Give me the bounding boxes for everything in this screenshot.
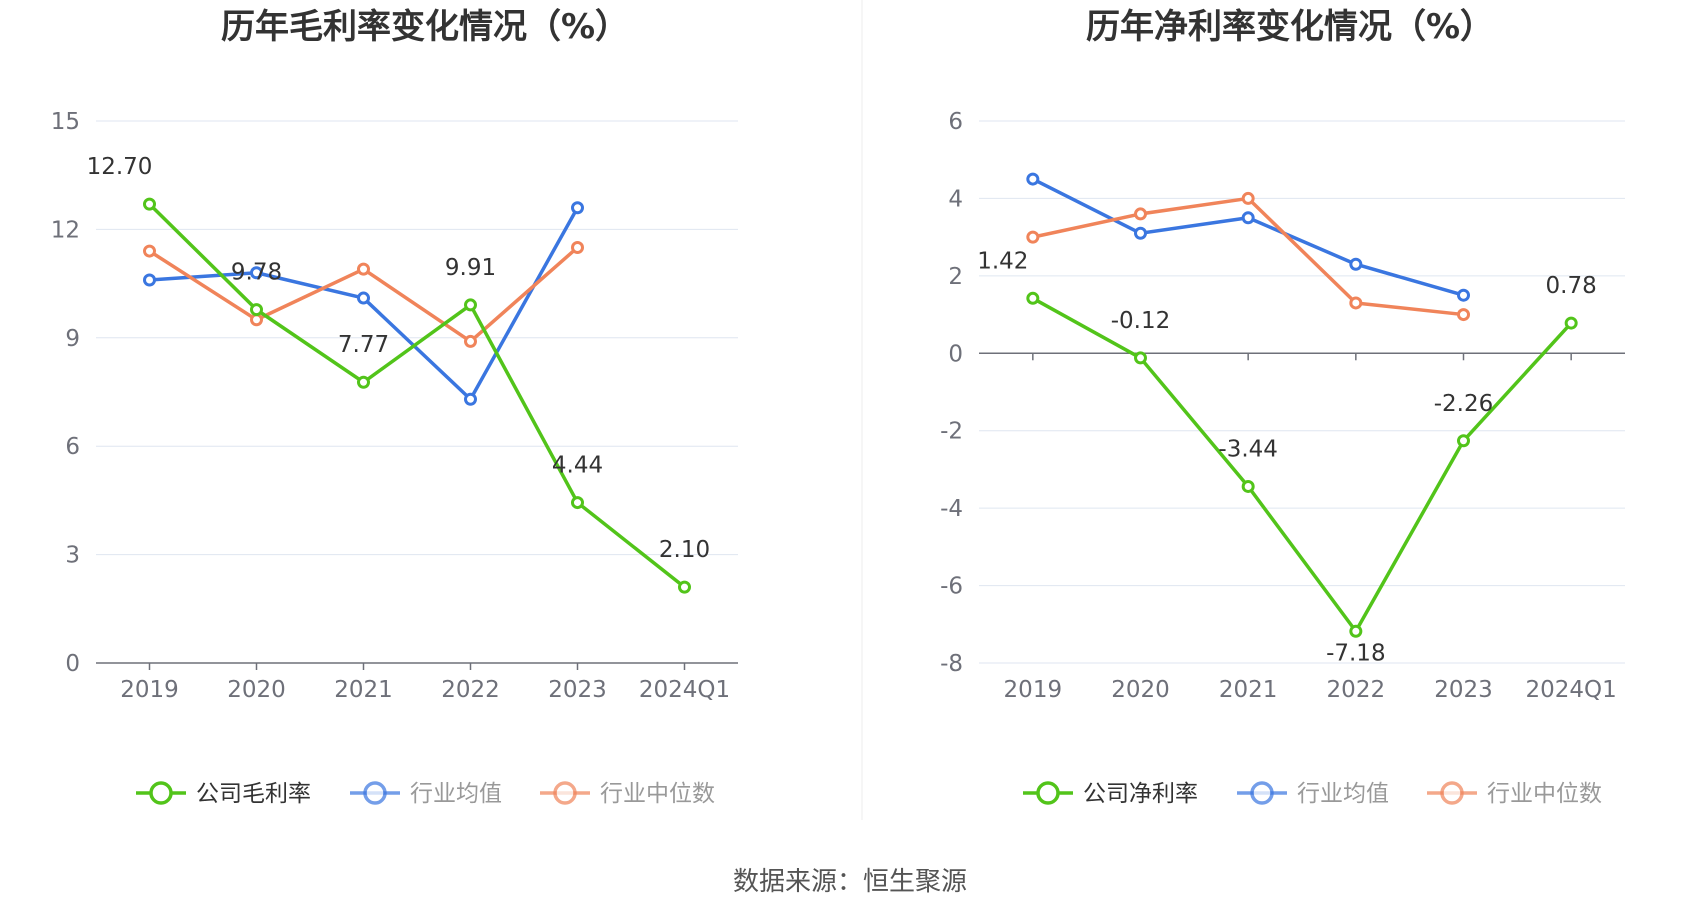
- x-tick-label: 2020: [1111, 677, 1170, 703]
- gross-margin-chart: 历年毛利率变化情况（%） 0 3 6 9 12 15 2019 2020 2021 2022 2023…: [51, 7, 738, 807]
- legend-item-industry_avg[interactable]: 行业均值: [350, 781, 502, 807]
- data-point-industry_avg[interactable]: [357, 291, 370, 305]
- x-tick-label: 2024Q1: [639, 677, 730, 703]
- data-label: 2.10: [659, 537, 710, 563]
- data-point-industry_avg[interactable]: [1241, 211, 1255, 225]
- data-point-industry_median[interactable]: [571, 240, 584, 254]
- x-tick-label: 2021: [1219, 677, 1278, 703]
- data-point-industry_avg[interactable]: [250, 266, 263, 280]
- data-label: 0.78: [1546, 273, 1597, 299]
- data-point-industry_avg[interactable]: [1134, 226, 1147, 240]
- data-point-company[interactable]: [1457, 434, 1470, 448]
- data-label: -3.44: [1218, 436, 1278, 462]
- data-point-industry_avg[interactable]: [571, 201, 584, 215]
- data-point-industry_avg[interactable]: [464, 392, 477, 406]
- x-tick-label: 2022: [1327, 677, 1386, 703]
- data-point-industry_median[interactable]: [1026, 230, 1040, 244]
- data-label: 1.42: [977, 248, 1028, 274]
- data-point-company[interactable]: [1349, 624, 1363, 638]
- data-label: -0.12: [1111, 308, 1171, 334]
- legend-swatch-marker: [149, 781, 173, 805]
- legend-swatch-marker: [553, 781, 577, 805]
- y-tick-label: -2: [940, 419, 963, 445]
- legend-swatch-marker: [1250, 781, 1274, 805]
- y-tick-label: 6: [65, 434, 80, 460]
- series-line-company: [1031, 296, 1573, 634]
- legend-swatch-marker: [363, 781, 387, 805]
- data-label: 7.77: [338, 332, 389, 358]
- data-label: 9.78: [231, 260, 282, 286]
- y-tick-label: 0: [65, 651, 80, 677]
- legend-item-industry_avg[interactable]: 行业均值: [1237, 781, 1389, 807]
- net-margin-chart: 历年净利率变化情况（%） -8 -6 -4 -2 0 2 4 6 2019 2020 2021 2022…: [940, 7, 1625, 807]
- legend-item-company[interactable]: 公司毛利率: [136, 781, 311, 807]
- x-tick-label: 2023: [548, 677, 607, 703]
- data-point-industry_avg[interactable]: [143, 273, 156, 287]
- data-point-company[interactable]: [143, 197, 156, 211]
- y-tick-label: 4: [948, 186, 963, 212]
- x-tick-label: 2019: [120, 677, 179, 703]
- data-point-company[interactable]: [250, 303, 263, 317]
- data-point-company[interactable]: [1564, 316, 1578, 330]
- x-tick-label: 2023: [1434, 677, 1493, 703]
- legend-item-industry_median[interactable]: 行业中位数: [1427, 781, 1602, 807]
- data-point-company[interactable]: [1134, 351, 1147, 365]
- data-point-company[interactable]: [571, 496, 584, 510]
- data-label: 12.70: [87, 154, 153, 180]
- y-tick-label: -4: [940, 496, 963, 522]
- data-point-industry_median[interactable]: [1457, 308, 1470, 322]
- data-point-company[interactable]: [357, 375, 370, 389]
- data-point-industry_avg[interactable]: [1457, 288, 1470, 302]
- y-tick-label: -8: [940, 651, 963, 677]
- legend-label: 行业中位数: [1487, 781, 1602, 807]
- y-tick-label: 6: [948, 109, 963, 135]
- legend-label: 公司毛利率: [196, 781, 311, 807]
- data-point-industry_avg[interactable]: [1349, 257, 1363, 271]
- data-label: -7.18: [1326, 640, 1386, 666]
- x-tick-label: 2020: [227, 677, 286, 703]
- data-point-industry_median[interactable]: [357, 262, 370, 276]
- legend-item-company[interactable]: 公司净利率: [1023, 781, 1198, 807]
- data-point-company[interactable]: [464, 298, 477, 312]
- chart-title: 历年净利率变化情况（%）: [1086, 7, 1494, 47]
- legend-label: 公司净利率: [1083, 781, 1198, 807]
- legend-swatch-marker: [1036, 781, 1060, 805]
- legend-item-industry_median[interactable]: 行业中位数: [540, 781, 715, 807]
- legend-swatch-marker: [1440, 781, 1464, 805]
- data-point-industry_median[interactable]: [250, 313, 263, 327]
- x-tick-label: 2019: [1004, 677, 1063, 703]
- data-point-company[interactable]: [1241, 479, 1255, 493]
- legend-label: 行业均值: [1297, 781, 1389, 807]
- data-point-industry_avg[interactable]: [1026, 172, 1040, 186]
- data-label: -2.26: [1434, 391, 1494, 417]
- data-point-company[interactable]: [678, 580, 691, 594]
- y-tick-label: 12: [51, 217, 80, 243]
- data-source-note: 数据来源：恒生聚源: [733, 867, 967, 897]
- data-label: 9.91: [445, 255, 496, 281]
- data-point-industry_median[interactable]: [1349, 296, 1363, 310]
- series-line-company: [148, 202, 686, 589]
- data-point-industry_median[interactable]: [143, 244, 156, 258]
- data-point-industry_median[interactable]: [464, 334, 477, 348]
- x-tick-label: 2022: [441, 677, 500, 703]
- x-tick-label: 2021: [334, 677, 393, 703]
- y-tick-label: 0: [948, 341, 963, 367]
- legend-label: 行业均值: [410, 781, 502, 807]
- data-point-industry_median[interactable]: [1241, 191, 1255, 205]
- chart-title: 历年毛利率变化情况（%）: [221, 7, 629, 47]
- legend-label: 行业中位数: [600, 781, 715, 807]
- y-tick-label: 3: [65, 543, 80, 569]
- y-tick-label: 9: [65, 326, 80, 352]
- y-tick-label: 2: [948, 264, 963, 290]
- y-tick-label: 15: [51, 109, 80, 135]
- data-point-company[interactable]: [1026, 291, 1040, 305]
- data-point-industry_median[interactable]: [1134, 207, 1147, 221]
- y-tick-label: -6: [940, 574, 963, 600]
- data-label: 4.44: [552, 453, 603, 479]
- x-tick-label: 2024Q1: [1526, 677, 1617, 703]
